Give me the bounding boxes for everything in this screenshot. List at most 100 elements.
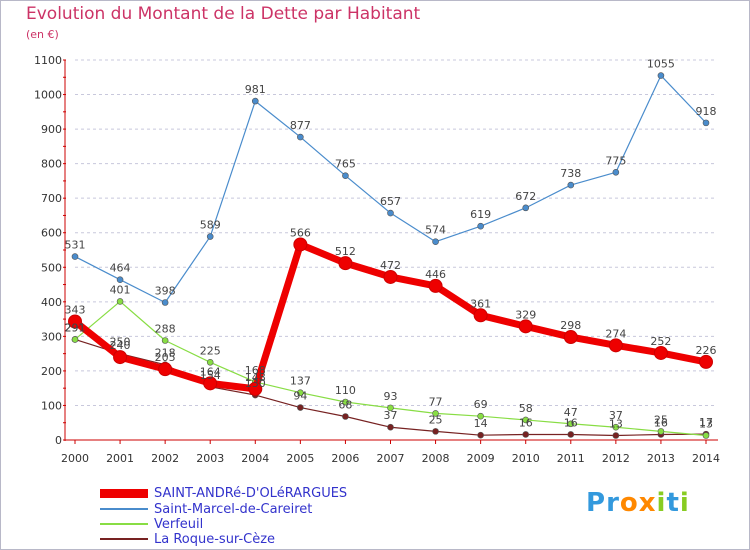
series-3-label-2000: 291 — [65, 321, 86, 334]
series-2-point-2006 — [342, 398, 349, 406]
series-2-label-2008: 77 — [429, 395, 443, 408]
series-2-point-2003 — [206, 358, 214, 366]
series-1-label-2011: 738 — [560, 167, 581, 180]
series-3-label-2014: 17 — [699, 416, 713, 429]
series-0-point-2004 — [248, 381, 263, 396]
legend-item-saint-andre: SAINT-ANDRé-D'OLéRARGUES — [100, 485, 347, 501]
series-1-label-2004: 981 — [245, 83, 266, 96]
series-1-point-2000 — [71, 253, 79, 260]
logo-letter-5: t — [666, 488, 680, 518]
series-0-label-2006: 512 — [335, 245, 356, 258]
series-1-label-2002: 398 — [155, 285, 176, 298]
chart-unit-label: (en €) — [26, 28, 59, 41]
legend-label-saint-andre: SAINT-ANDRé-D'OLéRARGUES — [154, 485, 348, 501]
series-1-label-2003: 589 — [200, 219, 221, 232]
series-1-point-2007 — [387, 209, 394, 217]
series-0-point-2012 — [608, 338, 623, 353]
series-1-label-2010: 672 — [515, 190, 536, 203]
y-tick-label-400: 400 — [41, 296, 62, 309]
series-3-point-2010 — [522, 431, 530, 438]
series-0-label-2005: 566 — [290, 226, 311, 239]
series-2-point-2005 — [297, 389, 304, 396]
series-2-label-2013: 25 — [654, 413, 668, 426]
series-2-label-2007: 93 — [384, 390, 398, 403]
series-1-label-2008: 574 — [425, 224, 446, 237]
series-0-label-2012: 274 — [605, 327, 626, 340]
series-1-point-2013 — [657, 72, 665, 79]
series-3-point-2006 — [342, 413, 349, 420]
series-3-label-2008: 25 — [429, 413, 443, 426]
series-0-point-2006 — [338, 256, 353, 271]
logo-letter-0: P — [586, 488, 607, 518]
series-3-label-2002: 218 — [155, 347, 176, 360]
series-3-point-2008 — [432, 428, 439, 435]
series-2-label-2010: 58 — [519, 402, 533, 415]
series-1-label-2014: 918 — [696, 105, 717, 118]
series-1-point-2010 — [522, 204, 530, 212]
series-3-label-2006: 68 — [338, 399, 352, 412]
series-1-point-2009 — [477, 222, 484, 230]
series-0-label-2001: 240 — [110, 339, 131, 352]
x-tick-label-2006: 2006 — [331, 452, 359, 465]
series-0-point-2007 — [383, 269, 398, 284]
series-2-point-2010 — [522, 416, 530, 424]
series-1-point-2002 — [161, 299, 169, 306]
logo-letter-6: i — [679, 488, 690, 518]
series-1-label-2001: 464 — [110, 262, 131, 275]
series-3-label-2009: 14 — [474, 417, 488, 430]
series-3-label-2012: 13 — [609, 418, 623, 431]
logo-letter-3: x — [638, 488, 657, 518]
series-1-label-2012: 775 — [605, 154, 626, 167]
series-0-point-2005 — [293, 237, 308, 252]
series-2-label-2014: 13 — [699, 418, 713, 431]
legend-swatch-verfeuil — [100, 523, 148, 525]
series-1-point-2012 — [612, 168, 620, 176]
series-2-label-2006: 110 — [335, 384, 356, 397]
series-3-point-2012 — [612, 432, 620, 439]
series-3-label-2011: 16 — [564, 416, 578, 429]
series-2-point-2000 — [71, 336, 79, 343]
y-tick-label-700: 700 — [41, 192, 62, 205]
x-tick-label-2014: 2014 — [692, 452, 720, 465]
legend-swatch-la-roque — [100, 538, 148, 540]
x-tick-label-2003: 2003 — [196, 452, 224, 465]
series-2-label-2011: 47 — [564, 406, 578, 419]
series-1-label-2009: 619 — [470, 208, 491, 221]
series-2-label-2004: 168 — [245, 364, 266, 377]
series-0-label-2009: 361 — [470, 297, 491, 310]
series-0-point-2008 — [428, 278, 443, 293]
series-2-point-2012 — [612, 423, 620, 431]
x-tick-label-2009: 2009 — [467, 452, 495, 465]
series-3-point-2009 — [477, 431, 484, 439]
y-tick-label-800: 800 — [41, 158, 62, 171]
series-1-point-2011 — [567, 181, 575, 189]
series-2-point-2014 — [702, 432, 710, 439]
x-tick-label-2004: 2004 — [241, 452, 269, 465]
proxiti-logo: Proxiti — [586, 488, 690, 518]
series-0-point-2003 — [203, 376, 218, 391]
x-tick-label-2012: 2012 — [602, 452, 630, 465]
series-1-point-2001 — [116, 276, 124, 284]
legend-swatch-saint-marcel — [100, 508, 148, 510]
series-2-point-2013 — [657, 428, 665, 435]
series-3-label-2010: 16 — [519, 416, 533, 429]
series-1-label-2013: 1055 — [647, 58, 675, 71]
series-0-label-2007: 472 — [380, 259, 401, 272]
series-0-label-2014: 226 — [696, 344, 717, 357]
series-2-label-2005: 137 — [290, 375, 311, 388]
series-0-label-2010: 329 — [515, 308, 536, 321]
series-0-point-2011 — [563, 330, 578, 345]
series-0-point-2009 — [473, 308, 488, 323]
series-3-label-2013: 16 — [654, 416, 668, 429]
x-tick-label-2002: 2002 — [151, 452, 179, 465]
x-tick-label-2000: 2000 — [61, 452, 89, 465]
y-tick-label-1100: 1100 — [34, 54, 62, 67]
series-2-label-2002: 288 — [155, 323, 176, 336]
x-tick-label-2010: 2010 — [512, 452, 540, 465]
series-1-point-2004 — [251, 97, 259, 105]
series-0-label-2004: 148 — [245, 371, 266, 384]
x-tick-label-2001: 2001 — [106, 452, 134, 465]
series-2-point-2002 — [161, 337, 169, 344]
y-tick-label-900: 900 — [41, 123, 62, 136]
series-0-label-2008: 446 — [425, 268, 446, 281]
